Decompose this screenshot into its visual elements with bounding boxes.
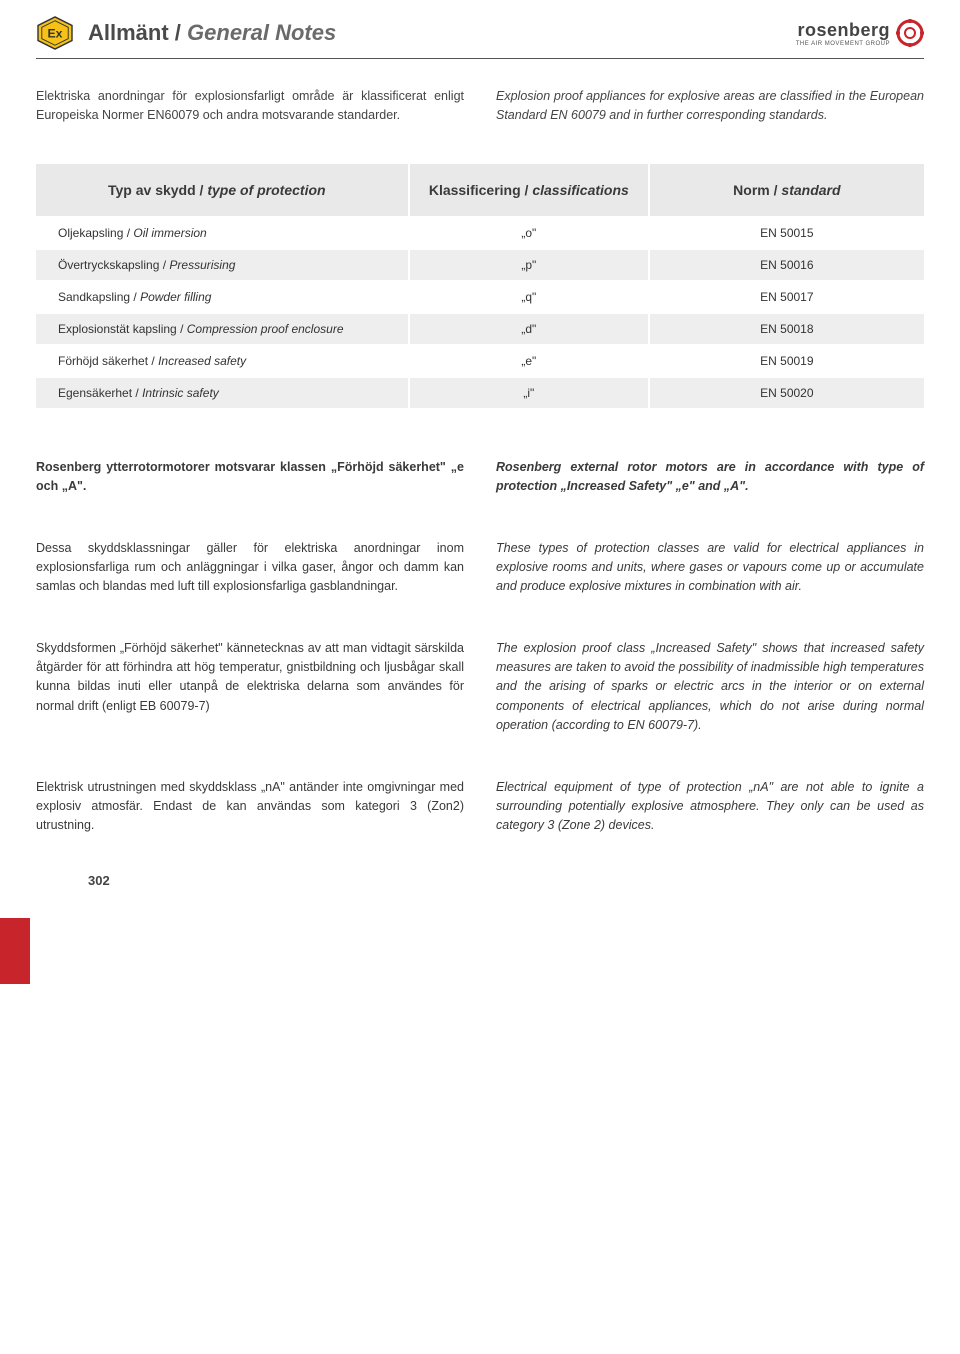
th-class-en: classifications [532, 182, 629, 198]
cell-type: Sandkapsling / Powder filling [36, 281, 409, 313]
th-class-sv: Klassificering [429, 182, 521, 198]
title-sep: / [169, 20, 187, 45]
brand-logo: rosenberg THE AIR MOVEMENT GROUP [796, 19, 924, 47]
text-section: Elektrisk utrustningen med skyddsklass „… [36, 778, 924, 836]
cell-code: „i" [409, 377, 649, 408]
cell-type: Övertryckskapsling / Pressurising [36, 249, 409, 281]
text-section: Skyddsformen „Förhöjd säkerhet" kännetec… [36, 639, 924, 736]
cell-norm: EN 50015 [649, 217, 924, 249]
section-en: The explosion proof class „Increased Saf… [496, 639, 924, 736]
th-class: Klassificering / classifications [409, 164, 649, 217]
intro-row: Elektriska anordningar för explosionsfar… [36, 87, 924, 126]
side-tab [0, 918, 30, 984]
section-sv: Elektrisk utrustningen med skyddsklass „… [36, 778, 464, 836]
protection-table: Typ av skydd / type of protection Klassi… [36, 164, 924, 408]
table-row: Förhöjd säkerhet / Increased safety„e"EN… [36, 345, 924, 377]
header-left: Ex Allmänt / General Notes [36, 16, 336, 50]
header-rule [36, 58, 924, 59]
ex-hazard-icon: Ex [36, 16, 74, 50]
title-en: General Notes [187, 20, 336, 45]
cell-code: „o" [409, 217, 649, 249]
title-sv: Allmänt [88, 20, 169, 45]
section-en: Rosenberg external rotor motors are in a… [496, 458, 924, 497]
text-section: Rosenberg ytterrotormotorer motsvarar kl… [36, 458, 924, 497]
th-norm-en: standard [781, 182, 840, 198]
intro-en: Explosion proof appliances for explosive… [496, 87, 924, 126]
cell-type: Explosionstät kapsling / Compression pro… [36, 313, 409, 345]
cell-norm: EN 50017 [649, 281, 924, 313]
cell-code: „p" [409, 249, 649, 281]
section-en: These types of protection classes are va… [496, 539, 924, 597]
th-norm-sv: Norm [733, 182, 770, 198]
table-header-row: Typ av skydd / type of protection Klassi… [36, 164, 924, 217]
cell-norm: EN 50016 [649, 249, 924, 281]
cell-norm: EN 50020 [649, 377, 924, 408]
table-row: Sandkapsling / Powder filling„q"EN 50017 [36, 281, 924, 313]
section-sv: Skyddsformen „Förhöjd säkerhet" kännetec… [36, 639, 464, 736]
table-row: Oljekapsling / Oil immersion„o"EN 50015 [36, 217, 924, 249]
page-title: Allmänt / General Notes [88, 20, 336, 46]
section-en: Electrical equipment of type of protecti… [496, 778, 924, 836]
table-row: Egensäkerhet / Intrinsic safety„i"EN 500… [36, 377, 924, 408]
th-type-sv: Typ av skydd [108, 182, 196, 198]
th-type-en: type of protection [207, 182, 325, 198]
cell-type: Förhöjd säkerhet / Increased safety [36, 345, 409, 377]
th-type: Typ av skydd / type of protection [36, 164, 409, 217]
section-sv: Dessa skyddsklassningar gäller för elekt… [36, 539, 464, 597]
table-row: Övertryckskapsling / Pressurising„p"EN 5… [36, 249, 924, 281]
cell-code: „e" [409, 345, 649, 377]
cell-type: Oljekapsling / Oil immersion [36, 217, 409, 249]
page-header: Ex Allmänt / General Notes rosenberg THE… [36, 16, 924, 50]
table-row: Explosionstät kapsling / Compression pro… [36, 313, 924, 345]
gear-icon [896, 19, 924, 47]
cell-norm: EN 50018 [649, 313, 924, 345]
page-number: 302 [88, 873, 110, 888]
logo-tagline: THE AIR MOVEMENT GROUP [796, 41, 890, 47]
th-norm: Norm / standard [649, 164, 924, 217]
logo-text: rosenberg [796, 20, 890, 41]
cell-type: Egensäkerhet / Intrinsic safety [36, 377, 409, 408]
intro-sv: Elektriska anordningar för explosionsfar… [36, 87, 464, 126]
section-sv: Rosenberg ytterrotormotorer motsvarar kl… [36, 458, 464, 497]
cell-code: „q" [409, 281, 649, 313]
page: Ex Allmänt / General Notes rosenberg THE… [0, 0, 960, 918]
cell-norm: EN 50019 [649, 345, 924, 377]
text-section: Dessa skyddsklassningar gäller för elekt… [36, 539, 924, 597]
cell-code: „d" [409, 313, 649, 345]
svg-text:Ex: Ex [47, 27, 62, 41]
